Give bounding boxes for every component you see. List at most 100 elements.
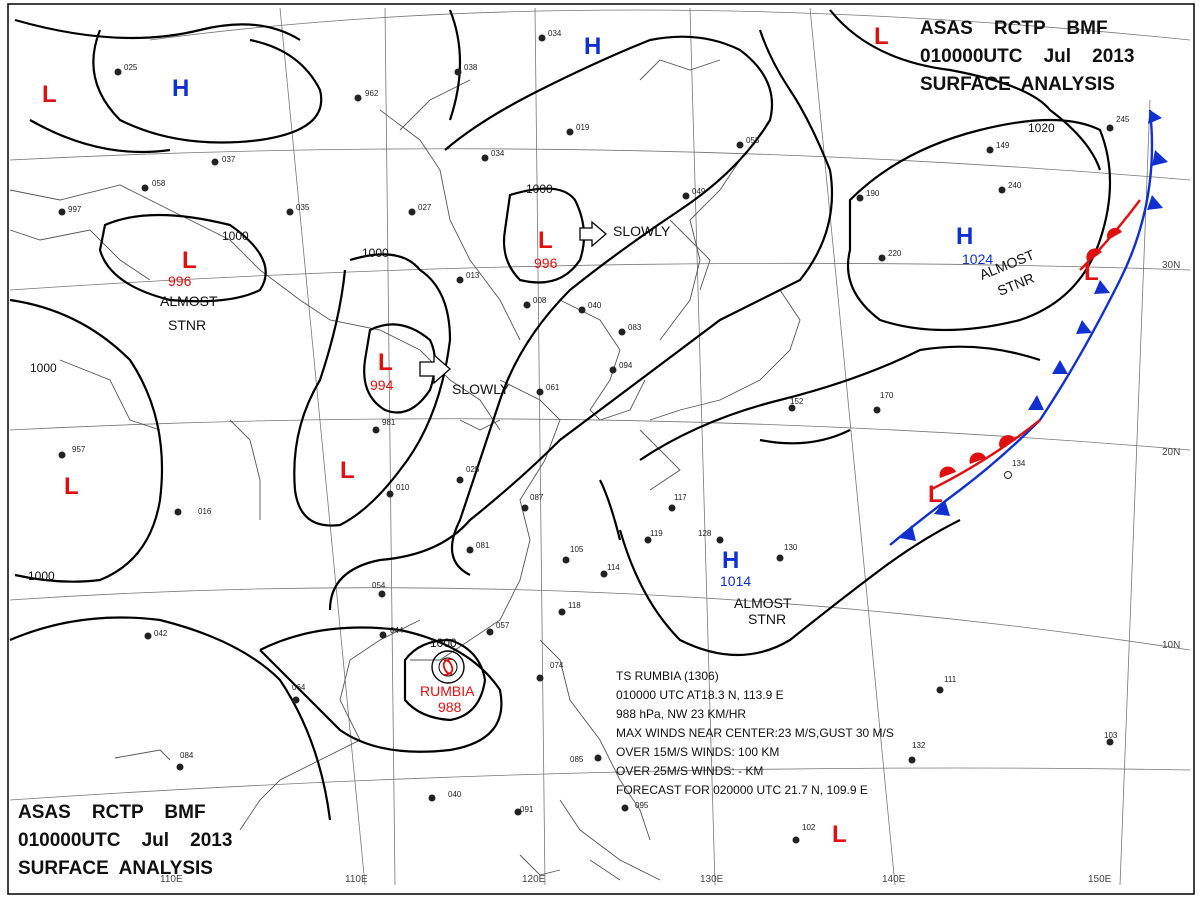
station-plot: 130 xyxy=(776,543,798,562)
svg-text:037: 037 xyxy=(222,155,236,164)
low-center: L xyxy=(928,481,943,508)
svg-text:957: 957 xyxy=(72,445,86,454)
svg-text:152: 152 xyxy=(790,397,804,406)
svg-text:019: 019 xyxy=(576,123,590,132)
svg-text:038: 038 xyxy=(464,63,478,72)
station-plot: 027 xyxy=(408,203,432,216)
movement-note: SLOWLY xyxy=(452,381,510,397)
storm-name: RUMBIA xyxy=(420,683,475,699)
station-plots: 025 037 058 997 962 035 027 034 038 019 … xyxy=(58,29,1130,844)
svg-text:103: 103 xyxy=(1104,731,1118,740)
coastlines xyxy=(9,59,801,881)
svg-text:010: 010 xyxy=(396,483,410,492)
svg-text:091: 091 xyxy=(520,805,534,814)
station-plot: 040 xyxy=(578,301,602,314)
station-plot: 102 xyxy=(792,823,816,844)
map-frame xyxy=(7,3,1195,895)
lon-label: 150E xyxy=(1088,874,1112,885)
low-center: L xyxy=(378,349,393,376)
high-pressure: 1014 xyxy=(720,573,751,589)
svg-text:064: 064 xyxy=(292,683,306,692)
svg-text:118: 118 xyxy=(568,601,581,610)
movement-note: ALMOST xyxy=(734,595,792,611)
svg-text:057: 057 xyxy=(496,621,510,630)
station-plot: 008 xyxy=(523,296,547,309)
svg-text:119: 119 xyxy=(650,529,663,538)
svg-text:095: 095 xyxy=(635,801,649,810)
station-plot: 132 xyxy=(908,741,926,764)
svg-text:013: 013 xyxy=(466,271,480,280)
bulletin-line: FORECAST FOR 020000 UTC 21.7 N, 109.9 E xyxy=(616,783,868,797)
low-center: L xyxy=(538,227,553,254)
isobar-label: 1000 xyxy=(222,229,249,243)
station-plot: 149 xyxy=(986,141,1010,154)
movement-note: ALMOST xyxy=(160,293,218,309)
warm-front xyxy=(929,199,1141,492)
svg-text:117: 117 xyxy=(674,493,687,502)
high-center: H xyxy=(722,547,739,574)
station-plot: 085 xyxy=(570,754,602,764)
svg-text:130: 130 xyxy=(784,543,798,552)
low-center: L xyxy=(1084,259,1099,286)
bulletin-line: 010000 UTC AT18.3 N, 113.9 E xyxy=(616,688,784,702)
low-center: L xyxy=(832,821,847,848)
lon-label: 110E xyxy=(160,874,183,885)
high-center: H xyxy=(584,33,601,60)
svg-text:027: 027 xyxy=(418,203,432,212)
station-plot: 190 xyxy=(856,189,880,202)
storm-pressure: 988 xyxy=(438,699,462,715)
station-plot: 064 xyxy=(292,683,306,704)
station-plot: 170 xyxy=(873,391,894,414)
svg-text:134: 134 xyxy=(1012,459,1026,468)
svg-text:042: 042 xyxy=(154,629,168,638)
isobar-label: 1000 xyxy=(28,569,55,583)
header-line: 010000UTC Jul 2013 xyxy=(920,46,1134,67)
station-plot: 081 xyxy=(466,541,490,554)
bulletin-line: MAX WINDS NEAR CENTER:23 M/S,GUST 30 M/S xyxy=(616,726,894,740)
isobars xyxy=(9,9,1112,821)
movement-note: STNR xyxy=(168,317,206,333)
svg-text:061: 061 xyxy=(546,383,560,392)
header-top-right: ASAS RCTP BMF 010000UTC Jul 2013 SURFACE… xyxy=(920,18,1134,95)
svg-text:040: 040 xyxy=(448,790,462,799)
station-plot: 240 xyxy=(998,181,1022,194)
station-plot: 083 xyxy=(618,323,642,336)
low-center: L xyxy=(64,473,79,500)
isobar-label: 1000 xyxy=(30,361,57,375)
station-plot: 245 xyxy=(1106,115,1130,132)
svg-text:034: 034 xyxy=(548,29,562,38)
svg-text:008: 008 xyxy=(533,296,547,305)
isobar-labels: 1020 1000 1000 1000 1000 1000 1000 xyxy=(28,121,1055,650)
svg-text:149: 149 xyxy=(996,141,1010,150)
station-plot: 114 xyxy=(600,563,620,578)
station-plot: 049 xyxy=(682,187,706,200)
station-plot: 040 xyxy=(428,790,462,802)
svg-text:053: 053 xyxy=(746,136,760,145)
station-plot: 035 xyxy=(286,203,310,216)
low-center: L xyxy=(874,23,889,50)
bulletin-line: 988 hPa, NW 23 KM/HR xyxy=(616,707,746,721)
low-center: L xyxy=(182,247,197,274)
svg-text:245: 245 xyxy=(1116,115,1130,124)
station-plot: 044 xyxy=(379,626,404,639)
svg-text:981: 981 xyxy=(382,418,396,427)
header-line: SURFACE ANALYSIS xyxy=(920,74,1115,95)
station-plot: 053 xyxy=(736,136,760,149)
station-plot: 019 xyxy=(566,123,590,136)
svg-text:085: 085 xyxy=(570,755,584,764)
pressure-systems: L L L 996 L 996 L 994 L L L L L H H H 10… xyxy=(42,23,1099,848)
lon-label: 130E xyxy=(700,874,724,885)
svg-text:240: 240 xyxy=(1008,181,1022,190)
svg-text:025: 025 xyxy=(124,63,138,72)
svg-text:044: 044 xyxy=(390,626,404,635)
svg-text:054: 054 xyxy=(372,581,386,590)
station-plot: 152 xyxy=(788,397,804,412)
low-pressure: 996 xyxy=(168,273,192,289)
high-center: H xyxy=(956,223,973,250)
station-plot: 010 xyxy=(386,483,410,498)
cold-front xyxy=(889,109,1168,546)
station-plot: 013 xyxy=(456,271,480,284)
svg-text:128: 128 xyxy=(698,529,712,538)
svg-text:114: 114 xyxy=(607,563,620,572)
station-plot: 058 xyxy=(141,179,166,192)
